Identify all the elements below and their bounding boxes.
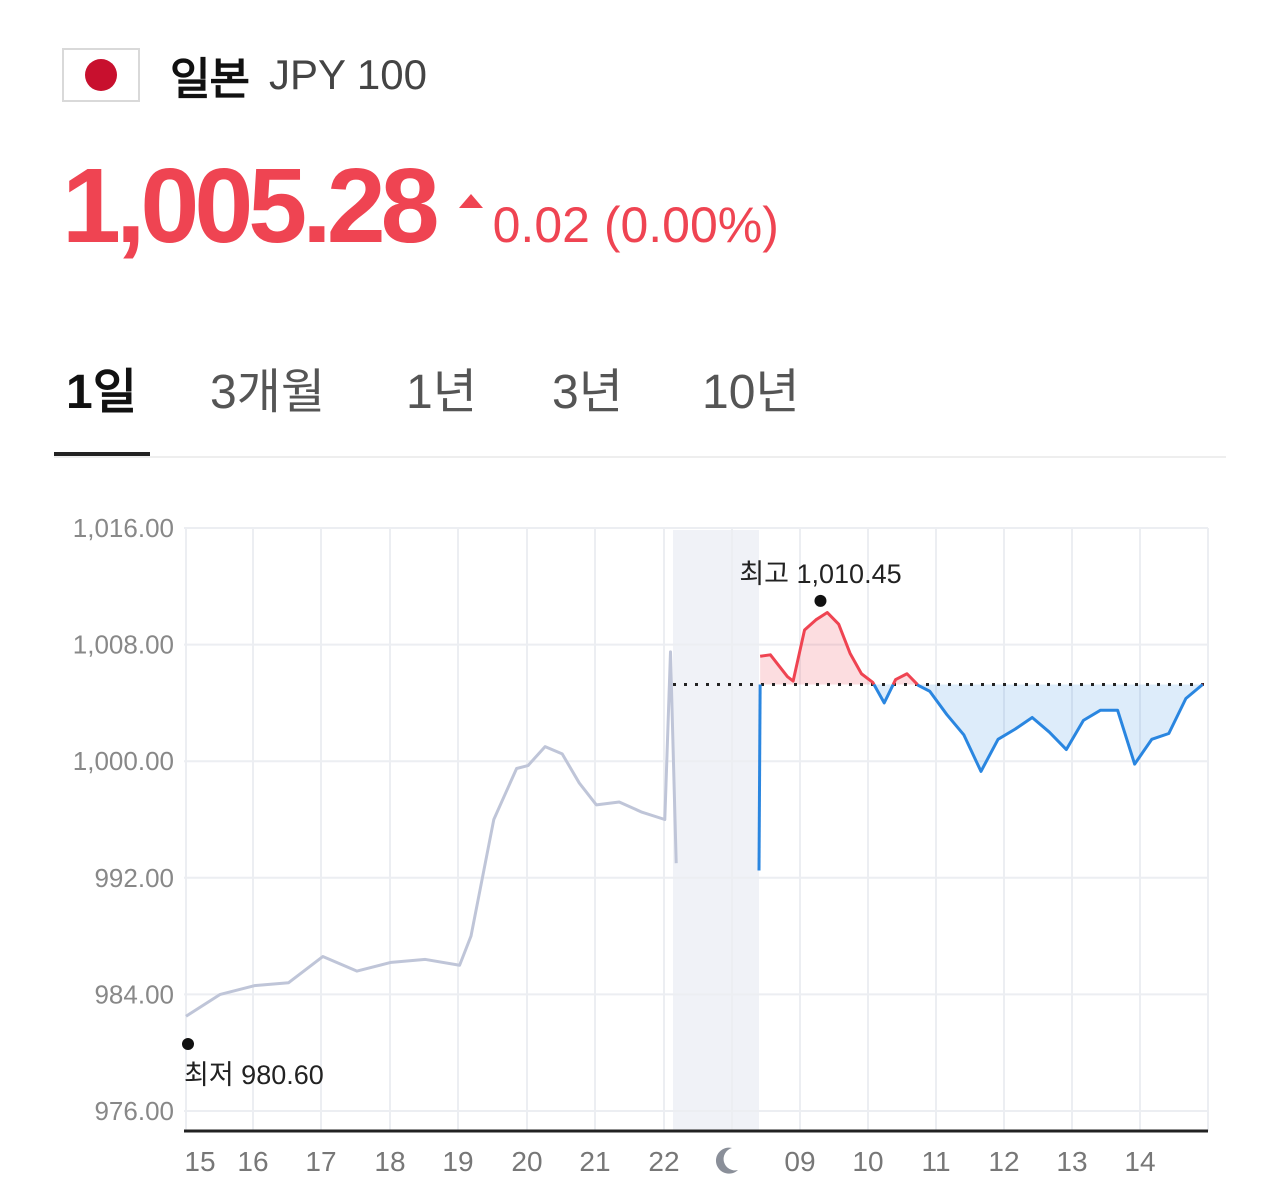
x-tick-label: 10	[852, 1146, 883, 1177]
y-tick-label: 1,008.00	[73, 630, 174, 660]
x-tick-label: 17	[305, 1146, 336, 1177]
down-area-fill	[873, 684, 894, 703]
japan-flag-icon	[62, 48, 140, 102]
x-tick-label: 19	[442, 1146, 473, 1177]
y-tick-label: 992.00	[94, 863, 174, 893]
x-tick-label: 21	[579, 1146, 610, 1177]
y-tick-label: 1,000.00	[73, 746, 174, 776]
moon-icon	[715, 1147, 738, 1174]
after-hours-band	[673, 530, 759, 1130]
y-tick-label: 984.00	[94, 979, 174, 1009]
x-tick-label: 15	[184, 1146, 215, 1177]
high-label: 최고 1,010.45	[739, 559, 901, 589]
y-axis: 1,016.00 1,008.00 1,000.00 992.00 984.00 976.…	[73, 513, 174, 1126]
header: 일본 JPY 100	[62, 46, 427, 105]
country-name: 일본	[170, 54, 250, 105]
x-tick-label: 16	[237, 1146, 268, 1177]
flag-circle	[85, 59, 117, 91]
opening-jump-line	[757, 684, 762, 871]
x-tick-label: 11	[921, 1146, 950, 1177]
x-tick-label: 14	[1124, 1146, 1155, 1177]
tab-1-day[interactable]: 1일	[66, 366, 137, 419]
quote: 1,005.28 0.02 (0.00%)	[62, 146, 779, 267]
y-tick-label: 1,016.00	[73, 513, 174, 543]
x-tick-label: 09	[784, 1146, 815, 1177]
high-marker	[814, 594, 827, 607]
period-tabs: 1일 3개월 1년 3년 10년	[54, 346, 1226, 458]
tab-3-years[interactable]: 3년	[552, 366, 623, 419]
series-line-down	[916, 683, 1204, 773]
tab-10-years[interactable]: 10년	[702, 366, 800, 419]
series-line-up	[891, 672, 919, 686]
series-line-down	[872, 683, 895, 705]
series-line-previous	[185, 650, 678, 1018]
x-tick-label: 20	[511, 1146, 542, 1177]
x-axis: 15 16 17 18 19 20 21 22 09 10 11 12 13 14	[184, 1146, 1155, 1177]
price-chart: 1,016.00 1,008.00 1,000.00 992.00 984.00 976.…	[73, 513, 1209, 1177]
caret-up-icon	[458, 194, 483, 208]
price-change: 0.02 (0.00%)	[492, 197, 779, 253]
series-lines	[185, 611, 1204, 1018]
high-low-markers: 최고 1,010.45 최저 980.60	[182, 559, 902, 1090]
up-area-fill	[760, 612, 874, 685]
low-label: 최저 980.60	[184, 1060, 324, 1090]
up-area-fill	[893, 673, 918, 685]
x-tick-label: 22	[648, 1146, 679, 1177]
y-tick-label: 976.00	[94, 1096, 174, 1126]
area-fills	[760, 612, 1203, 772]
currency-code: JPY 100	[268, 51, 427, 98]
tab-1-year[interactable]: 1년	[406, 366, 477, 419]
x-tick-label: 12	[988, 1146, 1019, 1177]
low-marker	[182, 1037, 194, 1050]
x-tick-label: 13	[1056, 1146, 1087, 1177]
chart-grid	[184, 527, 1209, 1131]
series-line-up	[759, 611, 876, 686]
active-tab-indicator	[54, 452, 150, 456]
x-tick-label: 18	[374, 1146, 405, 1177]
tab-3-months[interactable]: 3개월	[210, 366, 326, 419]
down-area-fill	[917, 684, 1203, 772]
current-price: 1,005.28	[62, 147, 440, 265]
